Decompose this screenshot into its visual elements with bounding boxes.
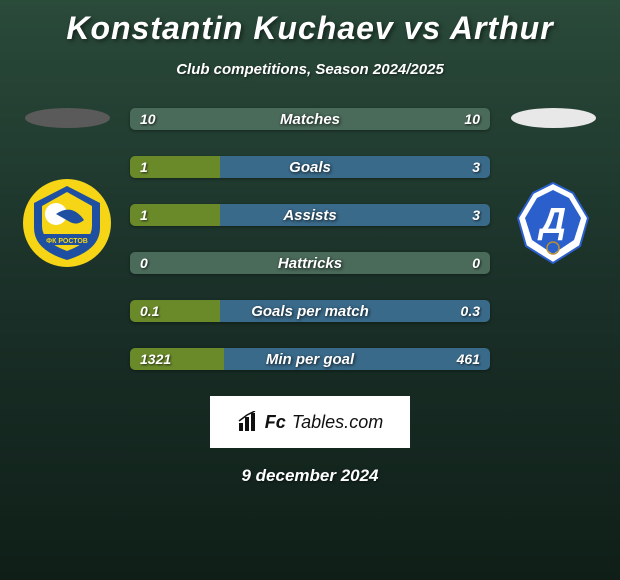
- stat-bar-assists: 1 3 Assists: [130, 204, 490, 226]
- right-side: Д: [508, 108, 598, 268]
- left-side: ФК РОСТОВ: [22, 108, 112, 268]
- bar-right-value: 0.3: [461, 303, 480, 319]
- stat-bar-min-per-goal: 1321 461 Min per goal: [130, 348, 490, 370]
- bar-left-value: 10: [140, 111, 156, 127]
- branding-tables: Tables.com: [292, 412, 383, 433]
- right-crest: Д: [508, 178, 598, 268]
- bar-label: Matches: [280, 111, 340, 128]
- dynamo-crest-icon: Д: [508, 178, 598, 268]
- bar-right-value: 3: [472, 159, 480, 175]
- bar-right-value: 10: [464, 111, 480, 127]
- bar-right-value: 461: [457, 351, 480, 367]
- bar-left-value: 0: [140, 255, 148, 271]
- bar-right-value: 0: [472, 255, 480, 271]
- left-ellipse: [25, 108, 110, 128]
- branding-fc: Fc: [265, 412, 286, 433]
- bar-label: Min per goal: [266, 351, 354, 368]
- bar-right-fill: [220, 156, 490, 178]
- stat-bar-goals: 1 3 Goals: [130, 156, 490, 178]
- bar-right-value: 3: [472, 207, 480, 223]
- branding-badge: Fc Tables.com: [210, 396, 410, 448]
- page-subtitle: Club competitions, Season 2024/2025: [0, 61, 620, 78]
- stat-bar-goals-per-match: 0.1 0.3 Goals per match: [130, 300, 490, 322]
- svg-text:ФК РОСТОВ: ФК РОСТОВ: [46, 238, 88, 245]
- bar-label: Goals per match: [251, 303, 369, 320]
- svg-text:Д: Д: [537, 200, 566, 241]
- bar-label: Goals: [289, 159, 331, 176]
- bar-right-fill: [224, 348, 490, 370]
- stat-bar-hattricks: 0 0 Hattricks: [130, 252, 490, 274]
- bar-left-value: 1: [140, 207, 148, 223]
- bar-left-value: 0.1: [140, 303, 159, 319]
- footer-date: 9 december 2024: [0, 466, 620, 486]
- right-ellipse: [511, 108, 596, 128]
- chart-icon: [237, 411, 259, 433]
- rostov-crest-icon: ФК РОСТОВ: [22, 178, 112, 268]
- left-crest: ФК РОСТОВ: [22, 178, 112, 268]
- page-title: Konstantin Kuchaev vs Arthur: [0, 0, 620, 47]
- bar-label: Hattricks: [278, 255, 342, 272]
- comparison-content: ФК РОСТОВ 10 10 Matches 1 3 Goals 1 3 Assists 0 0 H…: [0, 108, 620, 370]
- stat-bar-matches: 10 10 Matches: [130, 108, 490, 130]
- stat-bars: 10 10 Matches 1 3 Goals 1 3 Assists 0 0 Hattricks 0.…: [130, 108, 490, 370]
- bar-left-value: 1321: [140, 351, 171, 367]
- bar-label: Assists: [283, 207, 336, 224]
- bar-right-fill: [220, 204, 490, 226]
- bar-left-value: 1: [140, 159, 148, 175]
